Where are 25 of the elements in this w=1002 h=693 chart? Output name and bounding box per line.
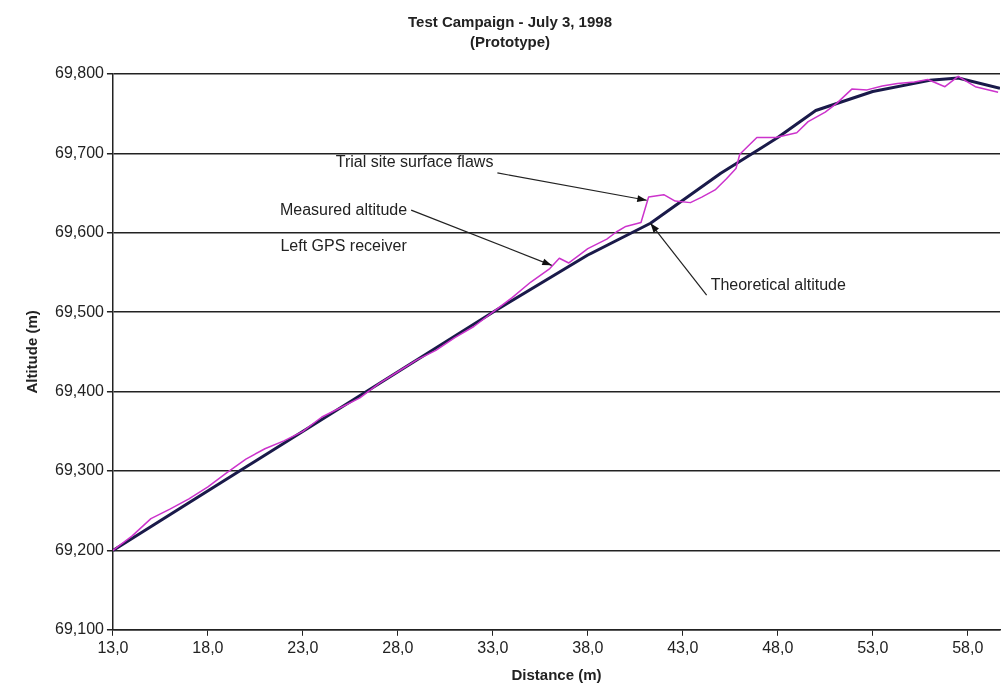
x-tick-label: 58,0 [952,638,984,656]
x-tick-label: 18,0 [192,638,224,656]
x-tick-label: 48,0 [762,638,794,656]
x-tick-label: 23,0 [287,638,319,656]
x-tick-label: 13,0 [97,638,129,656]
y-tick-label: 69,300 [55,461,105,479]
annotation: Trial site surface flaws [335,153,494,171]
y-tick-label: 69,400 [55,382,105,400]
annotation: Theoretical altitude [710,275,846,293]
y-tick-label: 69,700 [55,143,105,161]
y-tick-label: 69,600 [55,223,105,241]
x-tick-label: 28,0 [382,638,414,656]
annotation: Measured altitude Left GPS receiver [279,200,408,254]
x-tick-label: 43,0 [667,638,699,656]
chart-title: Test Campaign - July 3, 1998 [408,13,612,31]
y-axis-title: Altitude (m) [23,310,41,394]
x-tick-label: 33,0 [477,638,509,656]
x-tick-label: 38,0 [572,638,604,656]
chart-subtitle: (Prototype) [470,33,550,51]
y-tick-label: 69,200 [55,540,105,558]
y-tick-label: 69,500 [55,302,105,320]
y-tick-label: 69,100 [55,620,105,638]
x-tick-label: 53,0 [857,638,889,656]
y-tick-label: 69,800 [55,64,105,82]
x-axis-title: Distance (m) [511,666,602,684]
